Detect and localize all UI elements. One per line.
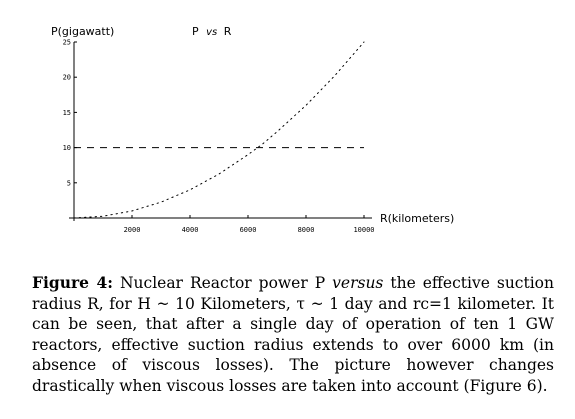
caption-text-1: Nuclear Reactor power P: [112, 274, 333, 292]
x-tick-label: 8000: [298, 226, 315, 234]
chart-title-mid: vs: [206, 27, 217, 38]
x-tick-label: 4000: [182, 226, 199, 234]
y-tick-label: 20: [63, 74, 71, 82]
y-tick-label: 15: [63, 109, 71, 117]
series-layer: [73, 41, 365, 219]
y-tick-label: 25: [63, 39, 71, 47]
chart: P(gigawatt) P vs R R(kilometers) 2000 400…: [51, 25, 454, 235]
chart-title-lead: P: [192, 25, 199, 38]
series-line-dotted: [73, 41, 365, 219]
x-tick-label: 10000: [353, 226, 374, 234]
y-tick-label: 5: [67, 179, 71, 187]
x-tick-label: 2000: [124, 226, 141, 234]
chart-title-tail: R: [224, 25, 232, 38]
x-axis-label: R(kilometers): [380, 212, 454, 225]
caption-label: Figure 4:: [32, 273, 113, 292]
figure-caption: Figure 4: Nuclear Reactor power P versus…: [32, 273, 554, 397]
y-tick-label: 10: [63, 144, 71, 152]
x-tick-label: 6000: [240, 226, 257, 234]
axis-ticks: 2000 4000 6000 8000 10000 5 10 15 20 25: [63, 39, 375, 235]
chart-title: P vs R: [192, 25, 232, 38]
caption-text-2: the effective suction radius R, for H ~ …: [32, 274, 554, 395]
caption-italic: versus: [332, 274, 384, 292]
y-axis-label: P(gigawatt): [51, 25, 114, 38]
